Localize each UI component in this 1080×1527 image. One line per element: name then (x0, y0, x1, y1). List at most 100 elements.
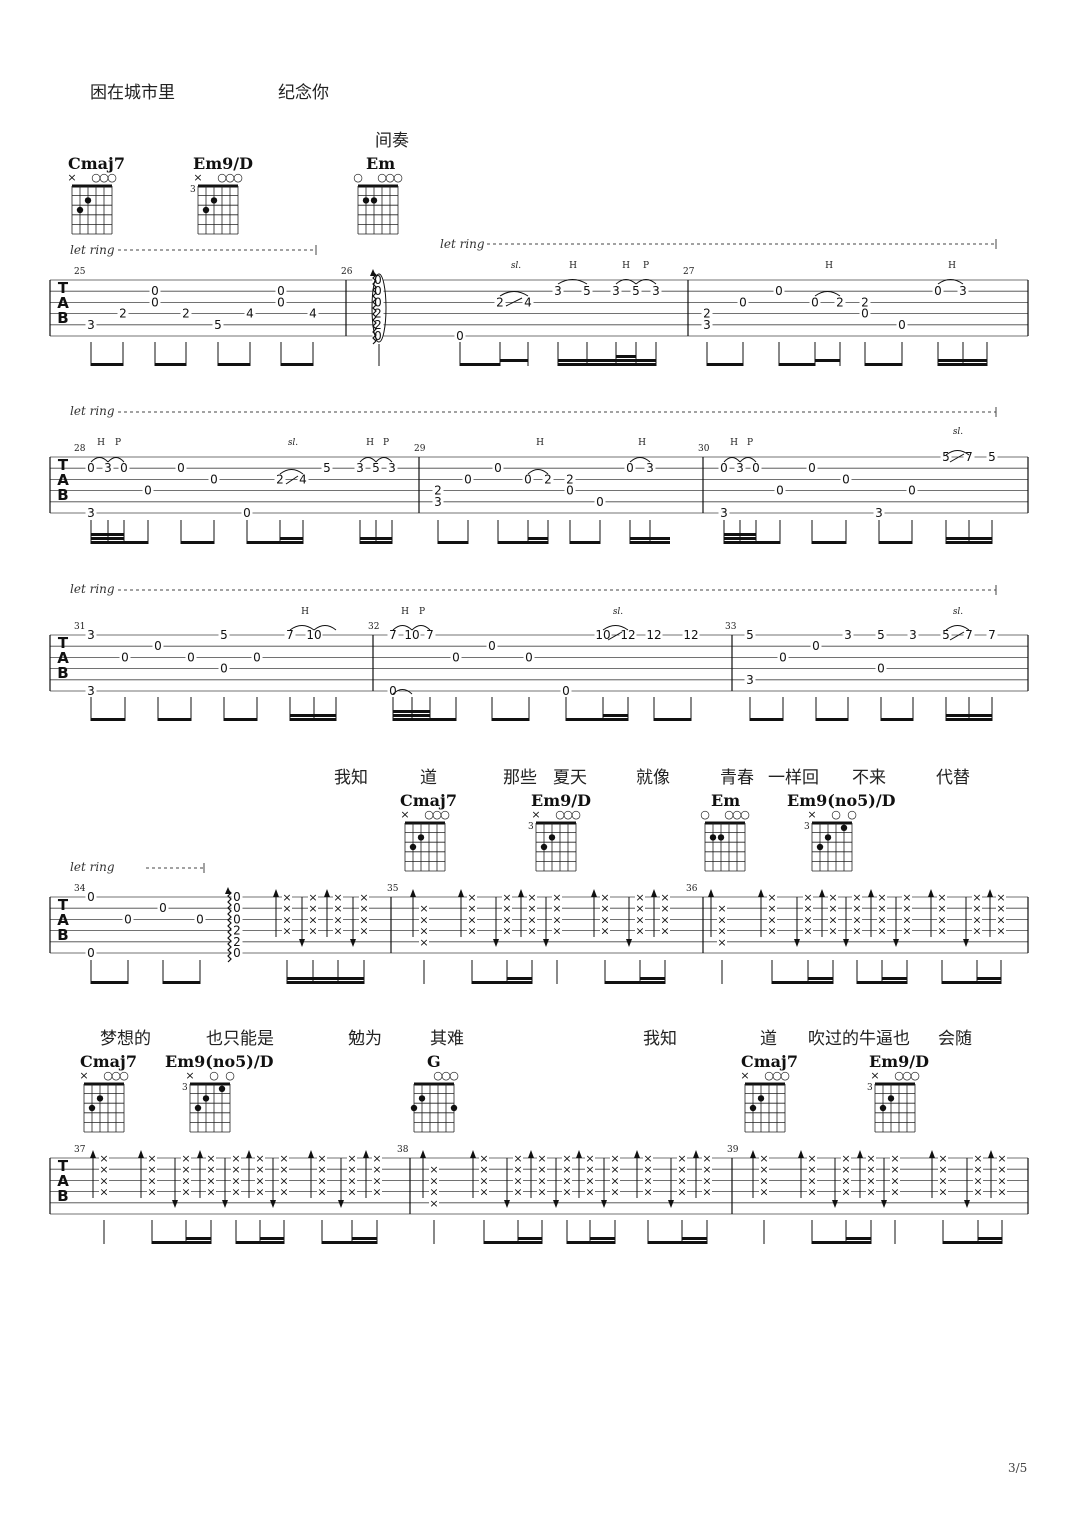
mute-bg (600, 892, 610, 902)
muted-x: × (841, 1174, 850, 1187)
finger-dot (879, 1104, 887, 1112)
string-mark: ○ (902, 1069, 912, 1082)
mute-bg (803, 903, 813, 914)
muted-x: × (973, 1186, 982, 1199)
string-mark: ○ (353, 171, 363, 184)
mute-bg (181, 1153, 191, 1163)
upstroke-arrow (929, 1150, 935, 1158)
muted-x: × (552, 891, 561, 904)
mute-bg (759, 1164, 769, 1175)
muted-x: × (938, 1152, 947, 1165)
fret-note: 2 (861, 295, 869, 309)
fret-number: 3 (867, 1083, 873, 1093)
mute-bg (866, 1164, 876, 1175)
muted-x: × (972, 925, 981, 938)
mute-bg (282, 892, 292, 902)
mute-bg (852, 903, 862, 914)
chord-name: Cmaj7 (80, 1052, 137, 1071)
technique-mark: H (569, 261, 577, 271)
mute-bg (877, 925, 887, 936)
muted-x: × (841, 1163, 850, 1176)
mute-bg (938, 1164, 948, 1175)
lyric: 勉为 (348, 1029, 382, 1049)
upstroke-arrow (708, 889, 714, 897)
fret-note: 5 (877, 628, 885, 642)
lyric: 夏天 (553, 768, 587, 788)
fret-note: 3 (388, 461, 396, 475)
beam (518, 1237, 542, 1240)
slur-arc (289, 625, 315, 631)
mute-bg (866, 1186, 876, 1197)
note-bg (645, 629, 663, 641)
muted-x: × (372, 1186, 381, 1199)
mute-bg (419, 914, 429, 925)
upstroke-arrow (987, 889, 993, 897)
technique-mark: P (115, 438, 121, 448)
slur-arc (629, 457, 651, 463)
muted-x: × (502, 913, 511, 926)
fret-note: 0 (494, 461, 502, 475)
fret-note: 0 (374, 329, 382, 343)
string-mark: ○ (433, 1069, 443, 1082)
upstroke-arrow (138, 1150, 144, 1158)
note-bg (432, 495, 444, 508)
fret-note: 0 (752, 461, 760, 475)
slur-arc (313, 625, 337, 631)
measure-number: 31 (74, 622, 85, 632)
muted-x: × (255, 1186, 264, 1199)
fret-number: 3 (804, 822, 810, 832)
mute-bg (279, 1164, 289, 1175)
beam (938, 359, 987, 362)
string-mark: ○ (780, 1069, 790, 1082)
mute-bg (937, 914, 947, 925)
muted-x: × (479, 1174, 488, 1187)
mute-bg (372, 1164, 382, 1175)
beam (484, 1241, 542, 1244)
note-bg (185, 651, 197, 664)
mute-bg (231, 1175, 241, 1186)
muted-x: × (308, 902, 317, 915)
fret-note: 3 (104, 461, 112, 475)
mute-bg (890, 1175, 900, 1186)
mute-bg (660, 925, 670, 936)
mute-bg (231, 1153, 241, 1163)
finger-dot (840, 824, 848, 831)
beam (181, 541, 214, 544)
string-mark: ○ (910, 1069, 920, 1082)
finger-dot (540, 843, 548, 851)
lyric: 道 (420, 768, 437, 788)
downstroke-arrow (553, 1200, 559, 1208)
mute-bg (852, 925, 862, 936)
note-bg (218, 662, 230, 675)
note-bg (370, 462, 382, 475)
chord-name: Em9(no5)/D (165, 1052, 274, 1071)
muted-x: × (513, 1152, 522, 1165)
mute-bg (973, 1175, 983, 1186)
upstroke-arrow (458, 889, 464, 897)
note-bg (492, 462, 504, 475)
mute-bg (147, 1153, 157, 1163)
beam (812, 1241, 871, 1244)
lyric: 纪念你 (278, 83, 329, 103)
fret-note: 5 (323, 461, 331, 475)
slur-arc (615, 279, 637, 285)
muted-x: × (467, 891, 476, 904)
mute-bg (502, 925, 512, 936)
muted-x: × (552, 913, 561, 926)
mute-bg (973, 1153, 983, 1163)
fret-note: 4 (309, 307, 317, 321)
muted-x: × (585, 1174, 594, 1187)
mute-bg (502, 903, 512, 914)
note-bg (810, 640, 822, 653)
muted-x: × (643, 1174, 652, 1187)
mute-bg (767, 892, 777, 902)
mute-bg (635, 925, 645, 936)
fret-note: 0 (120, 461, 128, 475)
fret-note: 4 (246, 307, 254, 321)
beam (779, 363, 815, 366)
mute-bg (996, 914, 1006, 925)
fret-note: 0 (159, 901, 167, 915)
fret-note: 5 (942, 450, 950, 464)
muted-x: × (643, 1186, 652, 1199)
